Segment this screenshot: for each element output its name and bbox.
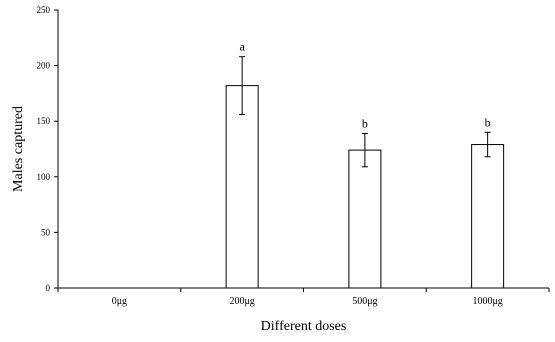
- y-tick-label: 100: [37, 172, 51, 182]
- x-axis-ticks: 0μg 200μg 500μg 1000μg: [57, 288, 550, 307]
- bars-group: [225, 85, 505, 289]
- x-tick-label: 1000μg: [472, 296, 502, 307]
- x-tick-label: 200μg: [229, 296, 254, 307]
- y-axis-ticks: 0 50 100 150 200 250: [37, 5, 58, 293]
- bar: [348, 149, 382, 289]
- x-axis-title: Different doses: [261, 319, 347, 334]
- y-tick-label: 150: [37, 116, 51, 126]
- y-tick-label: 0: [46, 283, 51, 293]
- y-tick-label: 250: [37, 5, 51, 15]
- x-tick-label: 500μg: [352, 296, 377, 307]
- bar: [471, 144, 505, 289]
- x-tick-label: 0μg: [112, 296, 127, 307]
- y-tick-label: 50: [41, 227, 51, 237]
- significance-letter: b: [362, 116, 368, 130]
- significance-labels-group: a b b: [239, 40, 490, 131]
- y-tick-label: 200: [37, 61, 51, 71]
- significance-letter: b: [485, 115, 491, 129]
- error-bars-group: [239, 56, 491, 168]
- significance-letter: a: [239, 40, 245, 54]
- y-axis-title: Males captured: [11, 106, 26, 192]
- bar: [225, 85, 259, 289]
